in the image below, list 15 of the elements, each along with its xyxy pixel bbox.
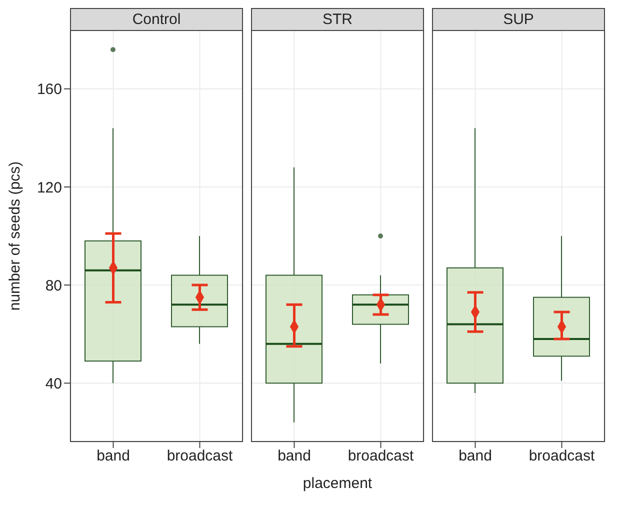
y-tick-label: 40	[45, 375, 62, 392]
x-tick-label: band	[96, 448, 130, 465]
y-axis-title: number of seeds (pcs)	[6, 161, 24, 311]
y-tick-label: 120	[36, 179, 62, 196]
chart-title: SUP	[432, 8, 605, 30]
x-tick-label: broadcast	[166, 448, 234, 465]
x-tick-label: band	[278, 448, 311, 465]
x-tick-label: band	[458, 448, 492, 465]
chart-title: Control	[70, 8, 243, 30]
chart-title: STR	[251, 8, 424, 30]
x-tick-label: broadcast	[348, 448, 415, 465]
y-tick-label: 160	[36, 81, 62, 98]
x-axis-title: placement	[302, 475, 373, 492]
y-tick-label: 80	[45, 277, 62, 294]
x-tick-label: broadcast	[528, 448, 596, 465]
